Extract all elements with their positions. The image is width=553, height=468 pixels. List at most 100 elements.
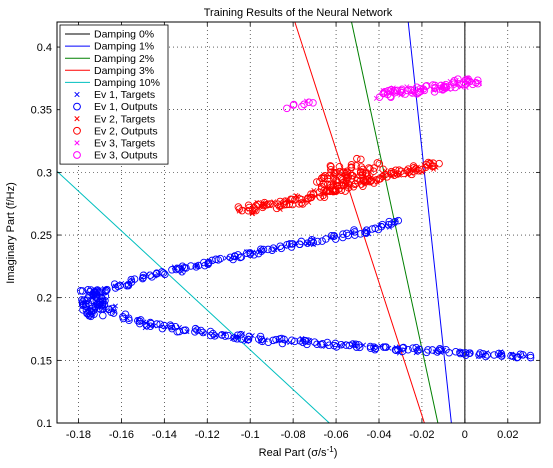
target-marker bbox=[496, 353, 502, 359]
legend-entry-label: Ev 3, Outputs bbox=[94, 150, 158, 162]
output-marker bbox=[221, 332, 229, 340]
output-marker bbox=[474, 79, 482, 88]
x-axis-label-close: ) bbox=[334, 447, 338, 459]
target-marker bbox=[332, 234, 338, 240]
target-marker bbox=[155, 271, 161, 277]
target-marker bbox=[200, 330, 206, 336]
output-marker bbox=[309, 238, 318, 247]
output-marker bbox=[393, 86, 401, 95]
output-marker bbox=[339, 233, 347, 242]
damping-line bbox=[57, 170, 330, 423]
output-marker bbox=[102, 286, 110, 295]
output-marker bbox=[361, 228, 369, 237]
target-marker bbox=[398, 347, 404, 353]
output-marker bbox=[95, 288, 103, 296]
legend-circle-marker bbox=[73, 126, 81, 135]
output-marker bbox=[351, 231, 359, 239]
output-marker bbox=[260, 198, 269, 207]
target-marker bbox=[228, 255, 234, 261]
legend-entry-label: Ev 1, Targets bbox=[94, 89, 155, 101]
output-marker bbox=[272, 204, 281, 213]
output-marker bbox=[269, 336, 277, 345]
output-marker bbox=[264, 245, 272, 254]
output-marker bbox=[409, 344, 417, 352]
output-marker bbox=[350, 226, 358, 234]
target-marker bbox=[142, 325, 148, 331]
output-marker bbox=[161, 270, 169, 279]
output-marker bbox=[87, 286, 95, 294]
output-marker bbox=[139, 273, 147, 282]
x-tick-label: -0.12 bbox=[195, 429, 220, 441]
target-marker bbox=[374, 179, 380, 185]
output-marker bbox=[335, 162, 344, 171]
legend-x-marker bbox=[74, 91, 80, 98]
target-marker bbox=[249, 211, 255, 217]
target-marker bbox=[243, 249, 250, 255]
target-marker bbox=[171, 264, 177, 270]
output-marker bbox=[507, 351, 515, 360]
output-marker bbox=[295, 200, 303, 208]
target-marker bbox=[119, 280, 125, 286]
y-tick-label: 0.25 bbox=[31, 230, 52, 242]
output-marker bbox=[406, 85, 414, 94]
output-marker bbox=[134, 317, 142, 325]
output-marker bbox=[313, 237, 322, 246]
output-marker bbox=[91, 302, 100, 311]
legend-entry-label: Damping 0% bbox=[94, 29, 154, 41]
x-tick-label: -0.14 bbox=[152, 429, 177, 441]
output-marker bbox=[216, 254, 225, 263]
output-marker bbox=[214, 256, 222, 264]
output-marker bbox=[331, 186, 340, 194]
output-marker bbox=[257, 247, 266, 255]
output-marker bbox=[121, 310, 130, 319]
target-marker bbox=[129, 277, 135, 283]
x-tick-label: -0.08 bbox=[281, 429, 306, 441]
output-marker bbox=[327, 163, 335, 171]
damping-line bbox=[294, 22, 425, 423]
output-marker bbox=[317, 182, 326, 191]
output-marker bbox=[78, 296, 86, 304]
target-marker bbox=[439, 84, 445, 90]
output-marker bbox=[104, 305, 113, 314]
output-marker bbox=[412, 343, 420, 352]
target-marker bbox=[295, 193, 301, 199]
output-marker bbox=[193, 326, 201, 334]
target-marker bbox=[112, 303, 118, 309]
output-marker bbox=[376, 174, 385, 183]
output-marker bbox=[259, 245, 268, 254]
output-marker bbox=[435, 159, 443, 168]
output-marker bbox=[211, 332, 219, 340]
output-marker bbox=[414, 166, 423, 175]
x-tick-label: -0.04 bbox=[366, 429, 391, 441]
output-marker bbox=[379, 343, 388, 351]
y-tick-label: 0.35 bbox=[31, 105, 52, 117]
output-marker bbox=[354, 341, 363, 349]
output-marker bbox=[339, 181, 348, 190]
output-marker bbox=[264, 338, 273, 347]
output-marker bbox=[475, 351, 483, 359]
output-marker bbox=[497, 349, 506, 358]
legend-entry-label: Damping 2% bbox=[94, 53, 154, 65]
output-marker bbox=[110, 280, 119, 288]
output-marker bbox=[218, 331, 226, 339]
target-marker bbox=[184, 329, 190, 335]
target-marker bbox=[511, 354, 517, 360]
target-marker bbox=[168, 325, 174, 331]
legend-entry-label: Ev 2, Targets bbox=[94, 113, 155, 125]
output-marker bbox=[394, 345, 402, 354]
output-marker bbox=[418, 165, 426, 174]
output-marker bbox=[84, 299, 93, 307]
data-markers bbox=[76, 75, 535, 362]
output-marker bbox=[250, 204, 258, 212]
output-marker bbox=[234, 203, 243, 211]
target-marker bbox=[371, 345, 377, 351]
target-marker bbox=[517, 352, 523, 358]
target-marker bbox=[419, 169, 425, 175]
output-marker bbox=[431, 81, 439, 90]
output-marker bbox=[330, 231, 338, 240]
target-marker bbox=[262, 337, 268, 343]
output-marker bbox=[370, 164, 378, 172]
output-marker bbox=[101, 287, 109, 296]
target-marker bbox=[445, 86, 451, 92]
legend-entry-label: Damping 1% bbox=[94, 41, 154, 53]
